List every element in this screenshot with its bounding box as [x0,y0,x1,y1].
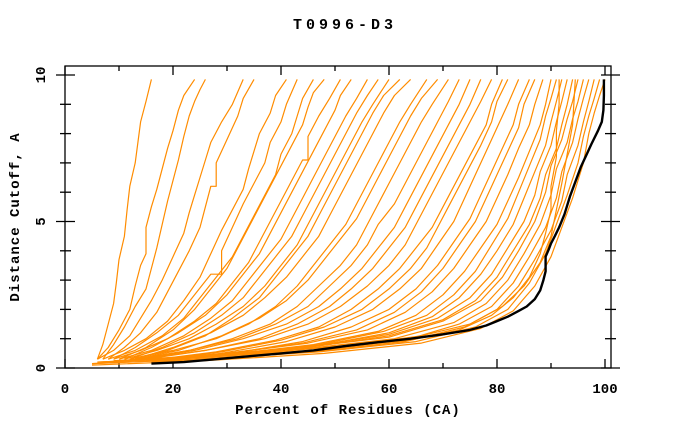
highlight-curve [151,79,606,365]
model-curve [124,79,390,360]
model-curve [135,78,412,360]
model-curve [140,79,536,362]
model-curve [102,79,206,360]
model-curve [91,79,606,366]
model-curve [113,79,341,360]
model-curve [118,79,368,360]
model-curve [97,79,244,360]
x-tick-label: 80 [489,382,506,398]
model-curve [129,78,401,360]
model-curves-group [91,78,606,366]
model-curve [151,79,560,363]
x-tick-label: 60 [381,382,398,398]
model-curve [118,79,325,360]
model-curve [96,79,196,360]
chart-title: T0996-D3 [293,17,397,34]
y-tick-label: 0 [34,364,50,372]
model-curve [97,79,584,363]
model-curve [102,79,287,360]
y-tick-label: 10 [34,67,50,84]
x-tick-label: 0 [61,382,69,398]
model-curve [156,79,576,362]
model-curve [140,79,449,360]
model-curve [145,79,520,362]
model-curve [140,79,493,360]
x-tick-label: 20 [165,382,182,398]
model-curve [151,79,509,362]
model-curve [135,79,460,360]
model-curve [102,79,579,363]
model-curve [135,79,544,362]
model-curve [145,79,503,362]
model-curve [91,79,595,365]
axis-ticks [56,66,620,369]
y-axis-label: Distance Cutoff, A [8,132,24,301]
x-tick-label: 100 [592,382,617,398]
y-tick-label: 5 [34,217,50,225]
x-tick-label: 40 [273,382,290,398]
model-curve [129,79,552,362]
plot-border [64,65,612,369]
model-curve [96,79,152,360]
model-curve [124,79,352,360]
model-curve [135,79,439,360]
model-curve [113,79,298,360]
model-curve [107,79,255,360]
model-curve [129,79,379,360]
tick-labels: 0 20 40 60 80 100 0 5 10 [34,67,618,398]
x-axis-label: Percent of Residues (CA) [235,403,461,419]
model-curve [108,79,314,360]
model-curve [151,79,530,362]
model-curve [140,79,471,360]
model-curve [145,79,482,360]
model-curve [113,79,568,362]
model-curve [124,79,557,362]
